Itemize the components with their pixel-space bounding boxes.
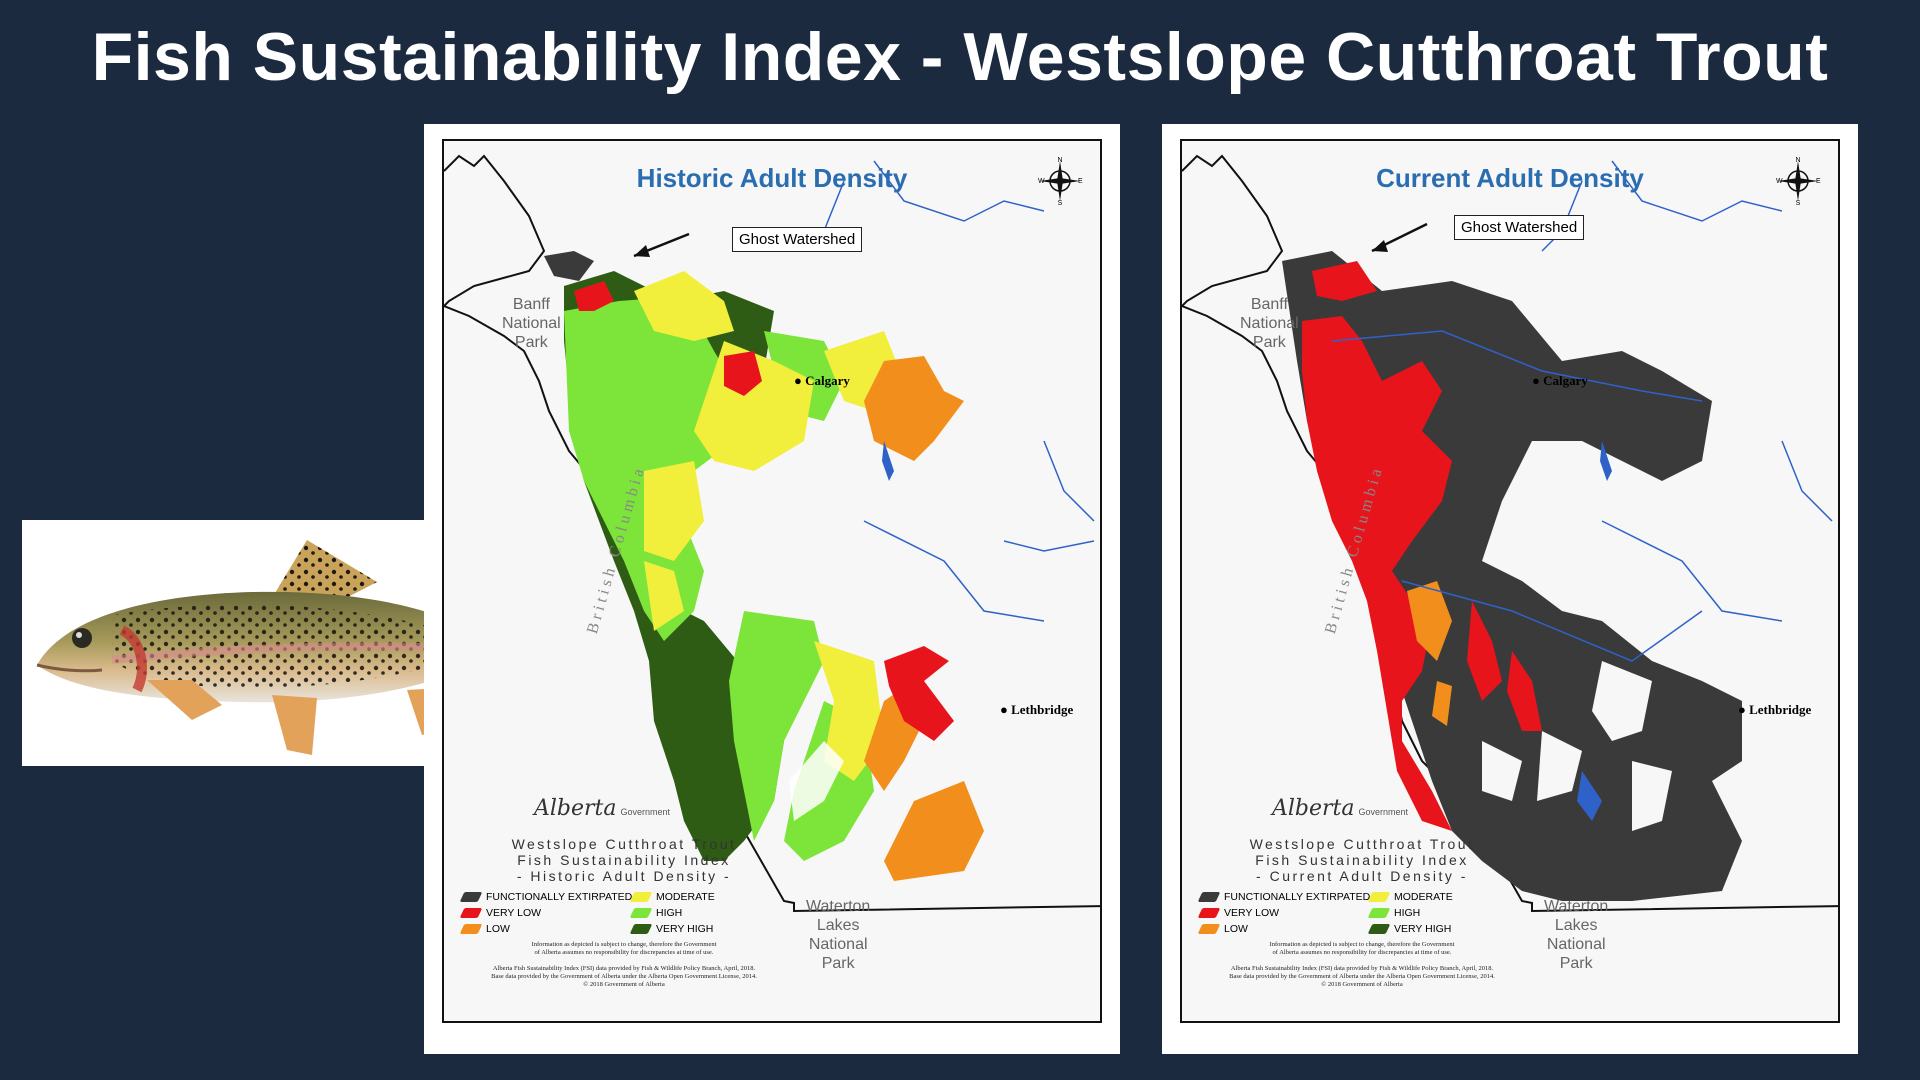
page-title: Fish Sustainability Index - Westslope Cu… (91, 19, 1829, 95)
legend-item-low: LOW (459, 923, 510, 935)
compass-w: W (1038, 178, 1045, 185)
compass-rose-icon: N S W E (1774, 157, 1822, 210)
ghost-watershed-callout: Ghost Watershed (732, 227, 863, 252)
legend-item-very-high: VERY HIGH (629, 923, 713, 935)
alberta-government-logo: Alberta Government (1272, 796, 1409, 821)
disclaimer-text: Information as depicted is subject to ch… (531, 941, 717, 956)
current-map-title: Current Adult Density (1376, 163, 1644, 193)
lethbridge-label: ● Lethbridge (1000, 702, 1074, 717)
waterton-label: Waterton Lakes National Park (806, 898, 871, 972)
banff-label: Banff National Park (1240, 296, 1299, 351)
historic-map-panel: Historic Adult Density N S W E Ghost Wat… (424, 124, 1120, 1054)
legend-item-low: LOW (1197, 923, 1248, 935)
lethbridge-label: ● Lethbridge (1738, 702, 1812, 717)
legend-item-functionally-extirpated: FUNCTIONALLY EXTIRPATED (459, 891, 632, 903)
compass-s: S (1796, 200, 1801, 205)
calgary-label: ● Calgary (1532, 373, 1588, 388)
compass-w: W (1776, 178, 1783, 185)
calgary-label: ● Calgary (794, 373, 850, 388)
current-legend-title: Westslope Cutthroat Trout Fish Sustainab… (1249, 836, 1475, 884)
legend-item-very-high: VERY HIGH (1367, 923, 1451, 935)
legend-item-high: HIGH (1367, 907, 1420, 919)
disclaimer-text: Information as depicted is subject to ch… (1269, 941, 1455, 956)
legend-item-very-low: VERY LOW (1197, 907, 1279, 919)
historic-map-graphic (444, 154, 1100, 913)
legend-item-moderate: MODERATE (629, 891, 715, 903)
historic-legend-title: Westslope Cutthroat Trout Fish Sustainab… (511, 836, 737, 884)
legend-item-high: HIGH (629, 907, 682, 919)
compass-e: E (1816, 178, 1821, 185)
compass-n: N (1057, 157, 1062, 164)
legend-item-moderate: MODERATE (1367, 891, 1453, 903)
data-credit-text: Alberta Fish Sustainability Index (FSI) … (491, 965, 757, 988)
banff-label: Banff National Park (502, 296, 561, 351)
alberta-government-logo: Alberta Government (534, 796, 671, 821)
historic-map-title: Historic Adult Density (636, 163, 908, 193)
compass-rose-icon: N S W E (1036, 157, 1084, 210)
current-map-graphic (1182, 154, 1838, 913)
historic-map-frame: Historic Adult Density N S W E Ghost Wat… (442, 139, 1102, 1023)
ghost-watershed-callout: Ghost Watershed (1454, 215, 1585, 240)
compass-s: S (1058, 200, 1063, 205)
data-credit-text: Alberta Fish Sustainability Index (FSI) … (1229, 965, 1495, 988)
waterton-label: Waterton Lakes National Park (1544, 898, 1609, 972)
compass-n: N (1795, 157, 1800, 164)
legend-item-very-low: VERY LOW (459, 907, 541, 919)
compass-e: E (1078, 178, 1083, 185)
legend-item-functionally-extirpated: FUNCTIONALLY EXTIRPATED (1197, 891, 1370, 903)
current-map-frame: Current Adult Density N S W E Ghost Wate… (1180, 139, 1840, 1023)
current-map-panel: Current Adult Density N S W E Ghost Wate… (1162, 124, 1858, 1054)
